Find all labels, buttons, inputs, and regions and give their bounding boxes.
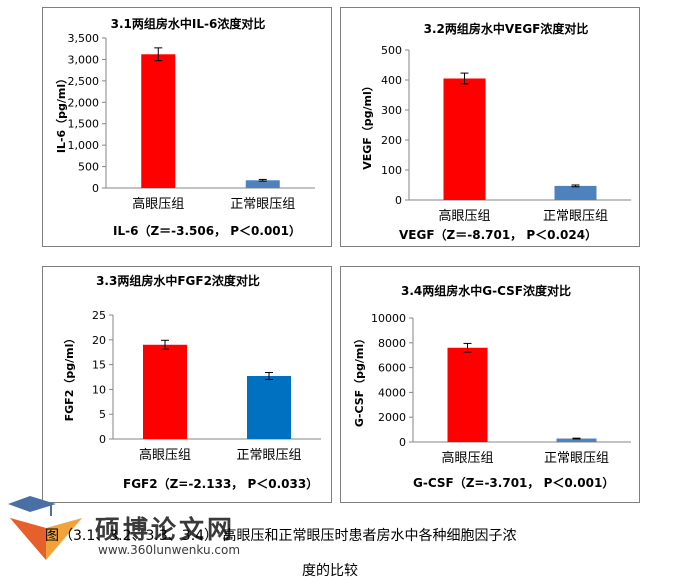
bar-fgf2-1 <box>247 376 291 439</box>
chart-title-gcsf: 3.4两组房水中G-CSF浓度对比 <box>401 283 571 298</box>
chart-panel-gcsf: 3.4两组房水中G-CSF浓度对比 0 2000 4000 6000 8000 10000 G… <box>340 266 640 503</box>
y-tick-label: 4000 <box>378 386 406 399</box>
y-tick-label: 1,500 <box>68 118 100 131</box>
y-tick-label: 0 <box>399 436 406 449</box>
chart-title-vegf: 3.2两组房水中VEGF浓度对比 <box>424 21 589 36</box>
y-tick-label: 25 <box>92 309 106 322</box>
y-tick-label: 2000 <box>378 411 406 424</box>
y-tick-label: 15 <box>92 359 106 372</box>
y-tick-label: 3,000 <box>68 53 100 66</box>
bar-fgf2-0 <box>143 344 187 439</box>
chart-svg-fgf2: 3.3两组房水中FGF2浓度对比 0 5 10 15 20 25 FGF2（pg/ml） 高眼压… <box>63 273 321 463</box>
x-tick-label: 正常眼压组 <box>230 197 295 212</box>
y-tick-label: 10 <box>92 383 106 396</box>
y-tick-label: 8000 <box>378 337 406 350</box>
y-axis-label-vegf: VEGF（pg/ml） <box>361 80 374 170</box>
x-tick-label: 高眼压组 <box>139 447 191 463</box>
stat-label-il6: IL-6（Z＝-3.506， P＜0.001） <box>113 224 302 238</box>
x-tick-label: 正常眼压组 <box>544 451 609 466</box>
x-tick-label: 高眼压组 <box>132 196 184 212</box>
y-tick-label: 10000 <box>371 312 406 325</box>
y-tick-label: 20 <box>92 334 106 347</box>
y-tick-label: 300 <box>381 104 402 117</box>
chart-title-il6: 3.1两组房水中IL-6浓度对比 <box>111 16 266 31</box>
watermark-text: 硕博论文网 <box>95 515 236 544</box>
watermark-url: www.360lunwenku.com <box>98 543 241 557</box>
chart-panel-vegf: 3.2两组房水中VEGF浓度对比 0 100 200 300 400 500 VEGF（pg/… <box>340 7 640 247</box>
y-tick-label: 0 <box>92 182 99 195</box>
bar-gcsf-0 <box>447 347 488 442</box>
x-tick-label: 高眼压组 <box>438 208 490 224</box>
y-tick-label: 5 <box>99 408 106 421</box>
bar-il6-1 <box>245 180 280 188</box>
x-tick-label: 正常眼压组 <box>543 209 608 224</box>
y-tick-label: 500 <box>78 161 99 174</box>
y-tick-label: 400 <box>381 74 402 87</box>
y-tick-label: 0 <box>99 433 106 446</box>
x-tick-label: 正常眼压组 <box>236 448 301 463</box>
y-tick-label: 500 <box>381 44 402 57</box>
chart-svg-gcsf: 3.4两组房水中G-CSF浓度对比 0 2000 4000 6000 8000 10000 G… <box>353 283 631 466</box>
y-tick-label: 2,000 <box>68 96 100 109</box>
figure-caption-line2: 度的比较 <box>302 563 358 579</box>
chart-title-fgf2: 3.3两组房水中FGF2浓度对比 <box>96 273 260 288</box>
y-tick-label: 0 <box>395 194 402 207</box>
y-tick-label: 200 <box>381 134 402 147</box>
bar-vegf-1 <box>554 185 597 200</box>
y-tick-label: 3,500 <box>68 32 100 45</box>
bar-vegf-0 <box>443 78 486 200</box>
watermark-logo-icon <box>8 496 82 560</box>
y-axis-label-gcsf: G-CSF（pg/ml） <box>353 333 366 427</box>
y-tick-label: 1,000 <box>68 139 100 152</box>
chart-panel-il6: 3.1两组房水中IL-6浓度对比 0 500 1,000 1,500 2,000 2,500… <box>42 7 332 247</box>
x-tick-label: 高眼压组 <box>441 450 493 466</box>
y-tick-label: 2,500 <box>68 75 100 88</box>
bar-il6-0 <box>141 54 176 189</box>
stat-label-fgf2: FGF2（Z=-2.133， P＜0.033） <box>123 477 319 491</box>
chart-svg-il6: 3.1两组房水中IL-6浓度对比 0 500 1,000 1,500 2,000 2,500… <box>55 16 315 212</box>
stat-label-gcsf: G-CSF（Z=-3.701， P＜0.001） <box>413 476 615 490</box>
y-tick-label: 6000 <box>378 362 406 375</box>
stat-label-vegf: VEGF（Z＝-8.701， P＜0.024） <box>399 228 598 242</box>
y-axis-label-il6: IL-6（pg/ml） <box>55 73 68 153</box>
chart-svg-vegf: 3.2两组房水中VEGF浓度对比 0 100 200 300 400 500 VEGF（pg/… <box>361 21 631 224</box>
bar-gcsf-1 <box>556 438 597 442</box>
figure-caption-line1: 图（3.1、3.2、3.3、3.4） 高眼压和正常眼压时患者房水中各种细胞因子浓 <box>45 528 517 544</box>
y-axis-label-fgf2: FGF2（pg/ml） <box>63 333 76 422</box>
chart-panel-fgf2: 3.3两组房水中FGF2浓度对比 0 5 10 15 20 25 FGF2（pg/ml） 高眼压… <box>42 266 332 503</box>
y-tick-label: 100 <box>381 164 402 177</box>
